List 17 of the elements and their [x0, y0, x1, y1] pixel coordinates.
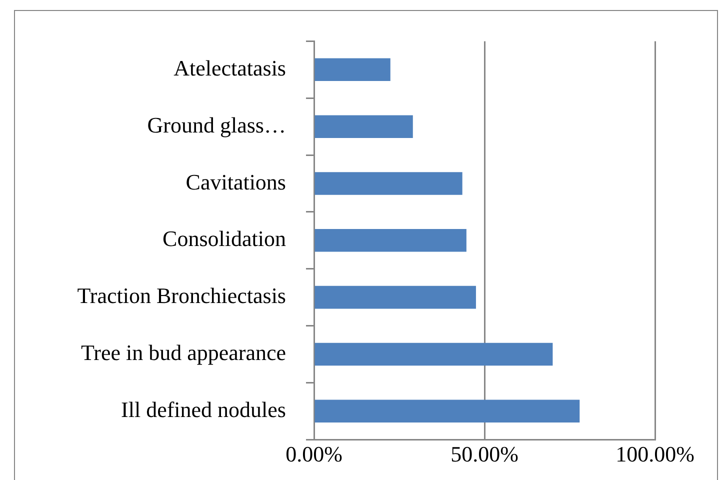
y-tick-label: Cavitations [186, 169, 286, 194]
y-tick-label: Ill defined nodules [121, 396, 286, 422]
x-tick-label: 100.00% [616, 442, 694, 467]
x-tick-label: 50.00% [450, 442, 518, 467]
y-tick-label: Atelectatasis [174, 55, 286, 80]
bar [314, 172, 462, 195]
bar [314, 286, 476, 309]
bar [314, 342, 553, 366]
bar [314, 115, 413, 138]
y-tick-label: Tree in bud appearance [80, 340, 286, 366]
bar [314, 58, 390, 82]
y-tick-label: Ground glass… [147, 112, 286, 138]
y-tick-label: Consolidation [162, 226, 286, 252]
bar [314, 400, 580, 423]
y-tick-label: Traction Bronchiectasis [77, 283, 286, 308]
x-tick-label: 0.00% [286, 442, 342, 467]
bar [314, 229, 466, 252]
